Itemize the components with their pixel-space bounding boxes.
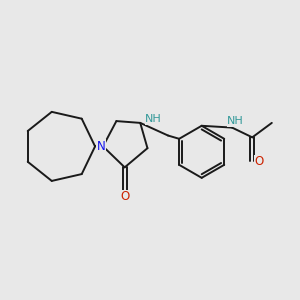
- Text: NH: NH: [145, 114, 162, 124]
- Text: NH: NH: [227, 116, 244, 126]
- Text: N: N: [97, 140, 106, 153]
- Text: O: O: [254, 155, 263, 168]
- Text: O: O: [120, 190, 129, 203]
